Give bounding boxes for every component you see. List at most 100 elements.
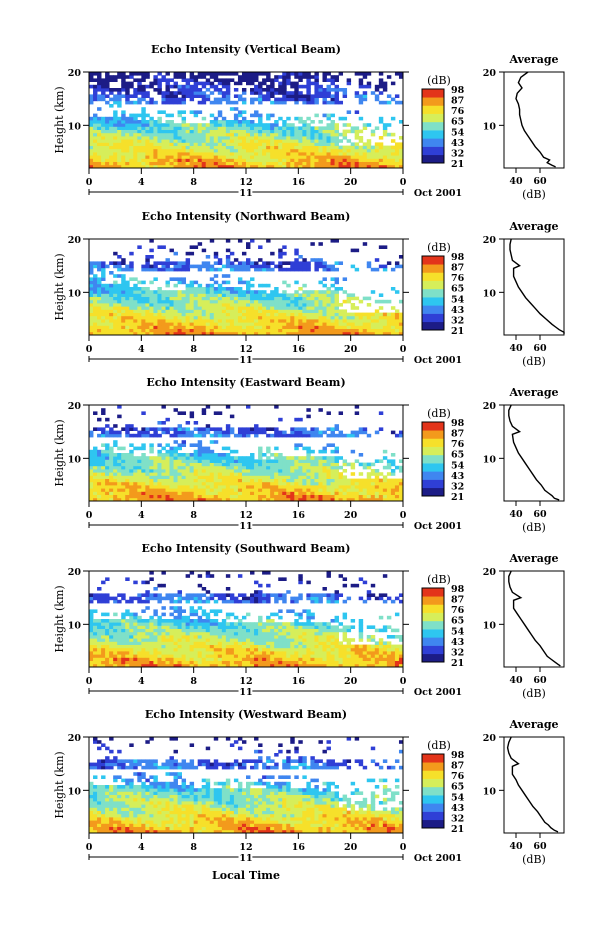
heatmap-cell <box>197 459 203 463</box>
heatmap-cell <box>217 299 223 304</box>
heatmap-cell <box>137 635 142 639</box>
heatmap-cell <box>153 638 158 642</box>
heatmap-cell <box>145 619 150 623</box>
heatmap-cell <box>326 113 331 118</box>
heatmap-cell <box>93 663 98 668</box>
heatmap-cell <box>254 158 259 162</box>
heatmap-cell <box>93 120 98 124</box>
heatmap-cell <box>334 161 339 166</box>
heatmap-cell <box>322 481 327 486</box>
heatmap-cell <box>342 155 348 159</box>
heatmap-cell <box>334 78 339 82</box>
heatmap-cell <box>290 132 295 137</box>
heatmap-cell <box>334 494 339 499</box>
heatmap-cell <box>374 328 380 333</box>
heatmap-cell <box>105 293 110 297</box>
heatmap-cell <box>109 651 114 655</box>
heatmap-cell <box>350 485 356 489</box>
heatmap-cell <box>149 123 154 127</box>
heatmap-cell <box>334 427 339 431</box>
heatmap-cell <box>306 469 311 473</box>
heatmap-cell <box>378 481 384 486</box>
heatmap-cell <box>173 475 178 479</box>
heatmap-cell <box>294 491 299 495</box>
heatmap-cell <box>362 126 368 130</box>
heatmap-cell <box>225 319 231 323</box>
heatmap-cell <box>133 638 138 642</box>
heatmap-cell <box>173 136 178 140</box>
heatmap-cell <box>97 625 102 629</box>
heatmap-cell <box>185 296 191 301</box>
heatmap-cell <box>354 152 360 156</box>
heatmap-cell <box>185 251 191 256</box>
heatmap-cell <box>105 596 110 601</box>
heatmap-cell <box>306 414 311 419</box>
heatmap-cell <box>213 469 219 473</box>
heatmap-cell <box>169 497 174 502</box>
heatmap-cell <box>274 456 279 460</box>
heatmap-cell <box>173 164 178 169</box>
heatmap-cell <box>229 290 235 294</box>
heatmap-cell <box>153 290 158 294</box>
heatmap-cell <box>113 120 118 124</box>
heatmap-cell <box>362 75 368 79</box>
heatmap-cell <box>366 84 372 89</box>
heatmap-cell <box>197 469 203 473</box>
heatmap-cell <box>338 88 344 92</box>
heatmap-cell <box>318 132 323 137</box>
heatmap-cell <box>334 136 339 140</box>
heatmap-cell <box>262 497 267 502</box>
heatmap-cell <box>133 619 138 623</box>
heatmap-cell <box>153 469 158 473</box>
heatmap-cell <box>125 472 130 476</box>
heatmap-cell <box>237 491 243 495</box>
heatmap-cell <box>149 657 154 661</box>
heatmap-cell <box>117 322 122 326</box>
heatmap-cell <box>266 126 271 130</box>
heatmap-cell <box>157 647 162 652</box>
heatmap-cell <box>266 267 271 272</box>
heatmap-cell <box>157 651 162 655</box>
heatmap-cell <box>310 132 315 137</box>
heatmap-cell <box>153 593 158 597</box>
heatmap-cell <box>254 75 259 79</box>
heatmap-cell <box>193 315 199 320</box>
heatmap-cell <box>213 331 219 336</box>
heatmap-cell <box>266 315 271 320</box>
heatmap-cell <box>133 469 138 473</box>
heatmap-cell <box>121 456 126 460</box>
heatmap-cell <box>221 459 227 463</box>
heatmap-cell <box>193 290 199 294</box>
heatmap-cell <box>201 408 207 412</box>
heatmap-cell <box>129 126 134 130</box>
avg-x-label: (dB) <box>522 188 546 201</box>
heatmap-cell <box>378 312 384 317</box>
heatmap-cell <box>382 478 388 483</box>
heatmap-cell <box>113 325 118 329</box>
heatmap-cell <box>89 449 94 454</box>
heatmap-cell <box>378 497 384 502</box>
heatmap-cell <box>286 325 291 329</box>
heatmap-cell <box>197 478 203 483</box>
heatmap-cell <box>153 430 158 435</box>
heatmap-cell <box>334 290 339 294</box>
heatmap-cell <box>105 472 110 476</box>
heatmap-cell <box>125 136 130 140</box>
heatmap-cell <box>213 303 219 307</box>
heatmap-cell <box>113 494 118 499</box>
heatmap-cell <box>153 148 158 153</box>
heatmap-cell <box>177 660 182 665</box>
heatmap-cell <box>153 136 158 140</box>
heatmap-cell <box>117 88 122 92</box>
heatmap-cell <box>358 136 364 140</box>
heatmap-cell <box>213 497 219 502</box>
heatmap-cell <box>121 287 126 291</box>
heatmap-cell <box>137 296 142 301</box>
heatmap-cell <box>125 481 130 486</box>
heatmap-cell <box>101 599 106 604</box>
heatmap-cell <box>117 139 122 143</box>
heatmap-cell <box>97 459 102 463</box>
heatmap-cell <box>189 84 195 89</box>
heatmap-cell <box>153 296 158 301</box>
heatmap-cell <box>89 660 94 665</box>
